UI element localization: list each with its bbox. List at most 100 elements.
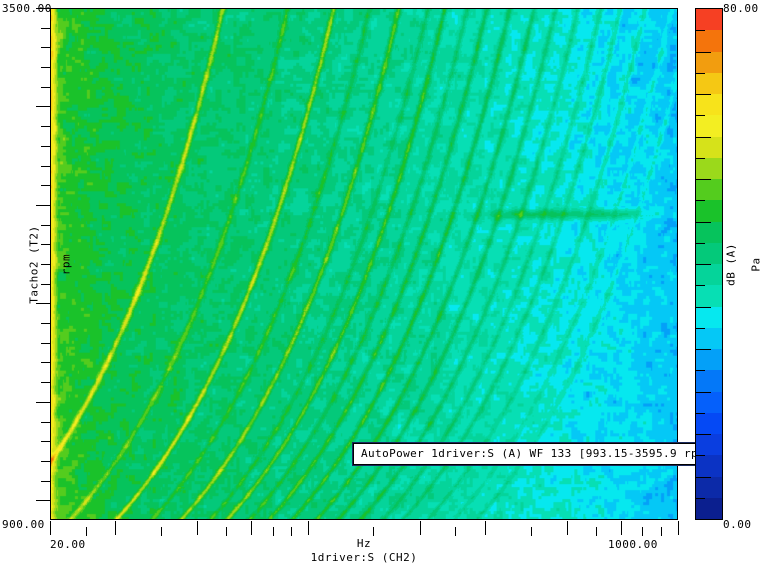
colorbar-band bbox=[696, 476, 722, 498]
y-axis-min-label: 900.00 bbox=[2, 518, 45, 531]
x-axis-minor-tick bbox=[661, 527, 662, 536]
y-axis-minor-tick bbox=[41, 461, 50, 462]
colorbar-tick bbox=[695, 328, 705, 329]
y-axis-minor-tick bbox=[41, 146, 50, 147]
colorbar-tick bbox=[695, 94, 711, 95]
colorbar-tick bbox=[695, 370, 705, 371]
x-axis-major-tick bbox=[621, 521, 622, 535]
colorbar-tick bbox=[695, 498, 705, 499]
y-axis-major-tick bbox=[36, 402, 50, 403]
colorbar-band bbox=[696, 51, 722, 73]
y-axis-minor-tick bbox=[41, 362, 50, 363]
y-axis-minor-tick bbox=[41, 67, 50, 68]
colorbar-band bbox=[696, 285, 722, 307]
y-axis-minor-tick bbox=[41, 244, 50, 245]
x-axis-major-tick bbox=[420, 521, 421, 535]
colorbar-band bbox=[696, 157, 722, 179]
spectrogram-canvas[interactable] bbox=[51, 9, 677, 519]
x-axis-major-tick bbox=[678, 521, 679, 535]
y-axis-major-tick bbox=[36, 303, 50, 304]
colorbar-band bbox=[696, 200, 722, 222]
colorbar-tick bbox=[695, 392, 711, 393]
y-axis-minor-tick bbox=[41, 323, 50, 324]
colorbar-unit-label: Pa bbox=[749, 257, 763, 272]
colorbar-band bbox=[696, 72, 722, 94]
colorbar-tick bbox=[695, 413, 705, 414]
y-axis-unit-label: rpm bbox=[59, 253, 73, 276]
y-axis-minor-tick bbox=[41, 441, 50, 442]
y-axis-major-tick bbox=[36, 500, 50, 501]
x-axis-minor-tick bbox=[86, 527, 87, 536]
x-axis-minor-tick bbox=[455, 527, 456, 536]
y-axis-major-tick bbox=[36, 8, 50, 9]
x-axis-major-tick bbox=[251, 521, 252, 535]
colorbar-band bbox=[696, 264, 722, 286]
y-axis-minor-tick bbox=[41, 481, 50, 482]
y-axis-major-tick bbox=[36, 205, 50, 206]
colorbar-band bbox=[696, 370, 722, 392]
colorbar-band bbox=[696, 30, 722, 52]
colorbar-tick bbox=[695, 73, 705, 74]
colorbar-band bbox=[696, 455, 722, 477]
colorbar-tick bbox=[695, 179, 711, 180]
colorbar-tick bbox=[695, 200, 705, 201]
colorbar-tick bbox=[695, 455, 705, 456]
colorbar-tick bbox=[695, 434, 711, 435]
y-axis-major-tick bbox=[36, 106, 50, 107]
colorbar-title: dB (A) bbox=[724, 243, 738, 286]
colorbar-band bbox=[696, 221, 722, 243]
x-axis-major-tick bbox=[485, 521, 486, 535]
y-axis-title: Tacho2 (T2) bbox=[27, 225, 41, 304]
spectrogram-plot-area[interactable] bbox=[50, 8, 678, 520]
x-axis-major-tick bbox=[567, 521, 568, 535]
y-axis-minor-tick bbox=[41, 422, 50, 423]
colorbar-tick bbox=[695, 264, 711, 265]
x-axis-minor-tick bbox=[531, 527, 532, 536]
y-axis-minor-tick bbox=[41, 126, 50, 127]
colorbar-band bbox=[696, 179, 722, 201]
x-axis-minor-tick bbox=[596, 527, 597, 536]
colorbar-band bbox=[696, 434, 722, 456]
trace-annotation-label[interactable]: AutoPower 1driver:S (A) WF 133 [993.15-3… bbox=[353, 443, 721, 465]
colorbar-tick bbox=[695, 52, 711, 53]
y-axis-minor-tick bbox=[41, 166, 50, 167]
colorbar-band bbox=[696, 242, 722, 264]
colorbar-band bbox=[696, 136, 722, 158]
colorbar-band bbox=[696, 412, 722, 434]
y-axis-minor-tick bbox=[41, 284, 50, 285]
colorbar-band bbox=[696, 115, 722, 137]
y-axis-ticks bbox=[36, 8, 50, 520]
y-axis-minor-tick bbox=[41, 87, 50, 88]
colorbar-tick bbox=[695, 115, 705, 116]
x-axis-major-tick bbox=[50, 521, 51, 535]
colorbar-band bbox=[696, 497, 722, 519]
x-axis-major-tick bbox=[197, 521, 198, 535]
x-axis-max-label: 1000.00 bbox=[608, 538, 658, 551]
x-axis-channel-label: 1driver:S (CH2) bbox=[310, 551, 418, 564]
x-axis-minor-tick bbox=[273, 527, 274, 536]
colorbar-min-label: 0.00 bbox=[723, 518, 752, 531]
colorbar-ticks bbox=[695, 8, 723, 520]
colorbar-max-label: 80.00 bbox=[723, 2, 759, 15]
y-axis-max-label: 3500.00 bbox=[2, 2, 52, 15]
colorbar-band bbox=[696, 306, 722, 328]
x-axis-major-tick bbox=[115, 521, 116, 535]
colorbar-tick bbox=[695, 307, 711, 308]
x-axis-minor-tick bbox=[161, 527, 162, 536]
colorbar-scale[interactable] bbox=[695, 8, 723, 520]
colorbar-tick bbox=[695, 222, 711, 223]
colorbar-band bbox=[696, 349, 722, 371]
x-axis-min-label: 20.00 bbox=[50, 538, 86, 551]
y-axis-minor-tick bbox=[41, 185, 50, 186]
colorbar-tick bbox=[695, 30, 705, 31]
x-axis-major-tick bbox=[308, 521, 309, 535]
x-axis-minor-tick bbox=[373, 527, 374, 536]
x-axis-minor-tick bbox=[226, 527, 227, 536]
y-axis-minor-tick bbox=[41, 47, 50, 48]
y-axis-minor-tick bbox=[41, 343, 50, 344]
y-axis-minor-tick bbox=[41, 28, 50, 29]
x-axis-minor-tick bbox=[291, 527, 292, 536]
colorbar-tick bbox=[695, 243, 705, 244]
colorbar-tick bbox=[695, 285, 705, 286]
colorbar-tick bbox=[695, 137, 711, 138]
